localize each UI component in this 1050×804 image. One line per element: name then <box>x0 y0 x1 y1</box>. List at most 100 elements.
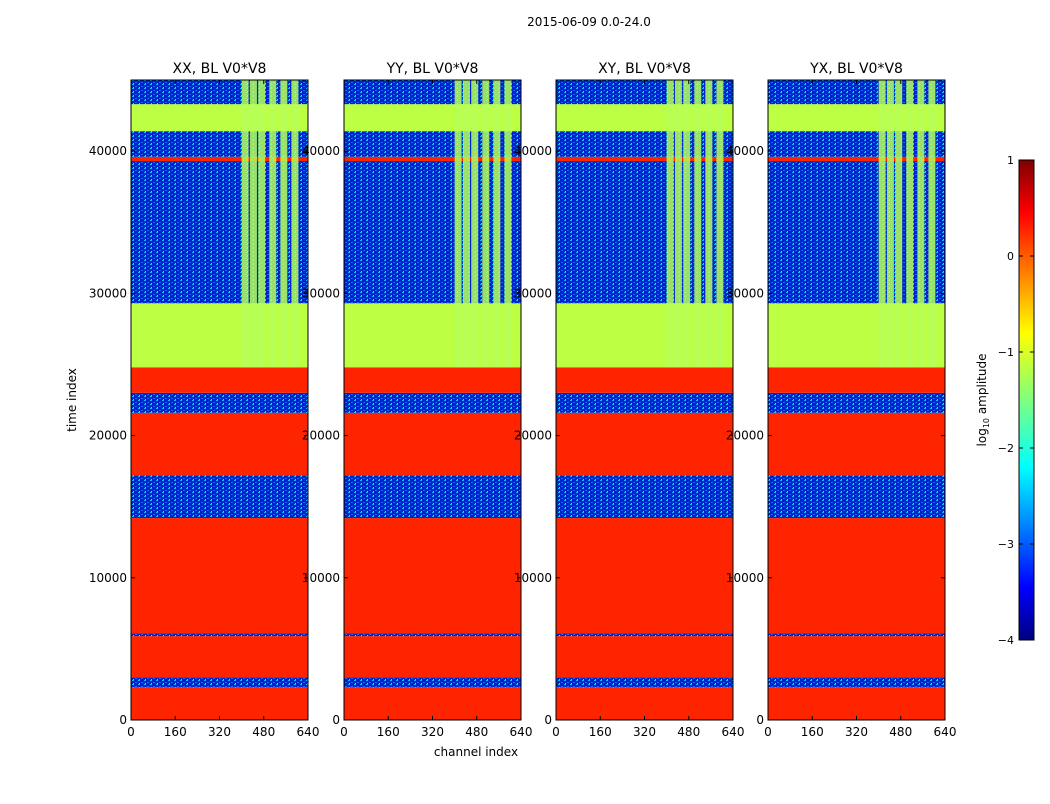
figure-title: 2015-06-09 0.0-24.0 <box>527 15 651 29</box>
y-tick-label: 0 <box>119 713 127 727</box>
y-tick-label: 20000 <box>302 429 340 443</box>
y-tick-label: 40000 <box>302 144 340 158</box>
heatmap-band <box>344 104 521 132</box>
heatmap-band <box>768 156 945 162</box>
y-tick-label: 10000 <box>302 571 340 585</box>
y-tick-label: 10000 <box>89 571 127 585</box>
heatmap-band <box>556 392 733 413</box>
channel-stripe <box>504 80 512 368</box>
panel-1: XX, BL V0*V8 0 160 320 480 640 0 10000 20000 3000… <box>89 61 320 739</box>
heatmap-band <box>768 633 945 637</box>
panel-4: YX, BL V0*V8 0 160 320 480 640 0 10000 20000 3000… <box>726 61 957 739</box>
panel-title: YY, BL V0*V8 <box>386 61 479 77</box>
heatmap-band <box>344 412 521 476</box>
heatmap-band <box>768 677 945 688</box>
colorbar-ticks: 1 0 −1 −2 −3 −4 <box>998 154 1034 647</box>
channel-stripe <box>683 80 691 368</box>
y-tick-label: 20000 <box>89 429 127 443</box>
heatmap-band <box>131 367 308 393</box>
panel-2: YY, BL V0*V8 0 160 320 480 640 0 10000 20000 3000… <box>302 61 533 739</box>
channel-stripe <box>482 80 490 368</box>
channel-stripe <box>906 80 914 368</box>
channel-stripe <box>241 80 249 368</box>
heatmap-band <box>344 636 521 678</box>
x-tick-label: 480 <box>677 725 700 739</box>
channel-stripe <box>674 80 682 368</box>
y-tick-label: 30000 <box>514 286 552 300</box>
channel-stripe <box>471 80 479 368</box>
colorbar-tick-label: −3 <box>998 538 1014 551</box>
heatmap-band <box>556 636 733 678</box>
y-tick-label: 30000 <box>726 286 764 300</box>
y-tick-label: 40000 <box>89 144 127 158</box>
heatmap-band <box>344 392 521 413</box>
y-tick-label: 30000 <box>302 286 340 300</box>
heatmap-band <box>768 392 945 413</box>
heatmap-band <box>344 677 521 688</box>
channel-stripe <box>895 80 903 368</box>
y-tick-label: 0 <box>756 713 764 727</box>
heatmap-band <box>768 636 945 678</box>
heatmap-band <box>768 303 945 368</box>
heatmap-band <box>768 518 945 634</box>
channel-stripe <box>886 80 894 368</box>
x-tick-label: 640 <box>722 725 745 739</box>
heatmap-band <box>556 131 733 157</box>
colorbar-tick-label: 0 <box>1007 250 1014 263</box>
x-tick-label: 640 <box>934 725 957 739</box>
y-tick-label: 20000 <box>726 429 764 443</box>
y-tick-label: 0 <box>332 713 340 727</box>
channel-stripe <box>462 80 470 368</box>
channel-stripe <box>878 80 886 368</box>
heatmap-band <box>131 677 308 688</box>
channel-stripe <box>928 80 936 368</box>
channel-stripe <box>705 80 713 368</box>
channel-stripe <box>716 80 724 368</box>
heatmap-band <box>131 412 308 476</box>
x-axis-label: channel index <box>434 745 518 759</box>
channel-stripe <box>666 80 674 368</box>
x-tick-label: 640 <box>510 725 533 739</box>
heatmap-band <box>344 687 521 720</box>
heatmap-band <box>131 687 308 720</box>
x-tick-label: 0 <box>340 725 348 739</box>
channel-stripe <box>280 80 288 368</box>
channel-stripe <box>917 80 925 368</box>
colorbar-tick-label: −4 <box>998 634 1014 647</box>
heatmap-band <box>344 518 521 634</box>
heatmap-band <box>556 367 733 393</box>
heatmap-band <box>131 80 308 105</box>
heatmap-band <box>768 104 945 132</box>
x-tick-label: 160 <box>589 725 612 739</box>
heatmap-band <box>556 687 733 720</box>
x-tick-label: 480 <box>465 725 488 739</box>
y-tick-label: 0 <box>544 713 552 727</box>
channel-stripe <box>694 80 702 368</box>
heatmap-band <box>556 677 733 688</box>
colorbar-gradient <box>1018 159 1035 641</box>
heatmap-band <box>344 80 521 105</box>
channel-stripe <box>291 80 299 368</box>
heatmap-band <box>556 518 733 634</box>
x-tick-label: 480 <box>252 725 275 739</box>
heatmap-band <box>556 80 733 105</box>
heatmap-band <box>556 156 733 162</box>
heatmap-band <box>556 633 733 637</box>
x-tick-label: 160 <box>377 725 400 739</box>
heatmap-band <box>131 161 308 304</box>
y-tick-label: 30000 <box>89 286 127 300</box>
heatmap-band <box>768 131 945 157</box>
x-tick-label: 0 <box>127 725 135 739</box>
heatmap-band <box>556 303 733 368</box>
heatmap-band <box>556 412 733 476</box>
heatmap-band <box>131 303 308 368</box>
heatmap-band <box>768 475 945 519</box>
y-axis-label: time index <box>65 368 79 432</box>
panel-title: YX, BL V0*V8 <box>809 61 903 77</box>
x-tick-label: 0 <box>552 725 560 739</box>
heatmap-band <box>131 104 308 132</box>
x-tick-label: 320 <box>845 725 868 739</box>
colorbar-tick-label: −1 <box>998 346 1014 359</box>
